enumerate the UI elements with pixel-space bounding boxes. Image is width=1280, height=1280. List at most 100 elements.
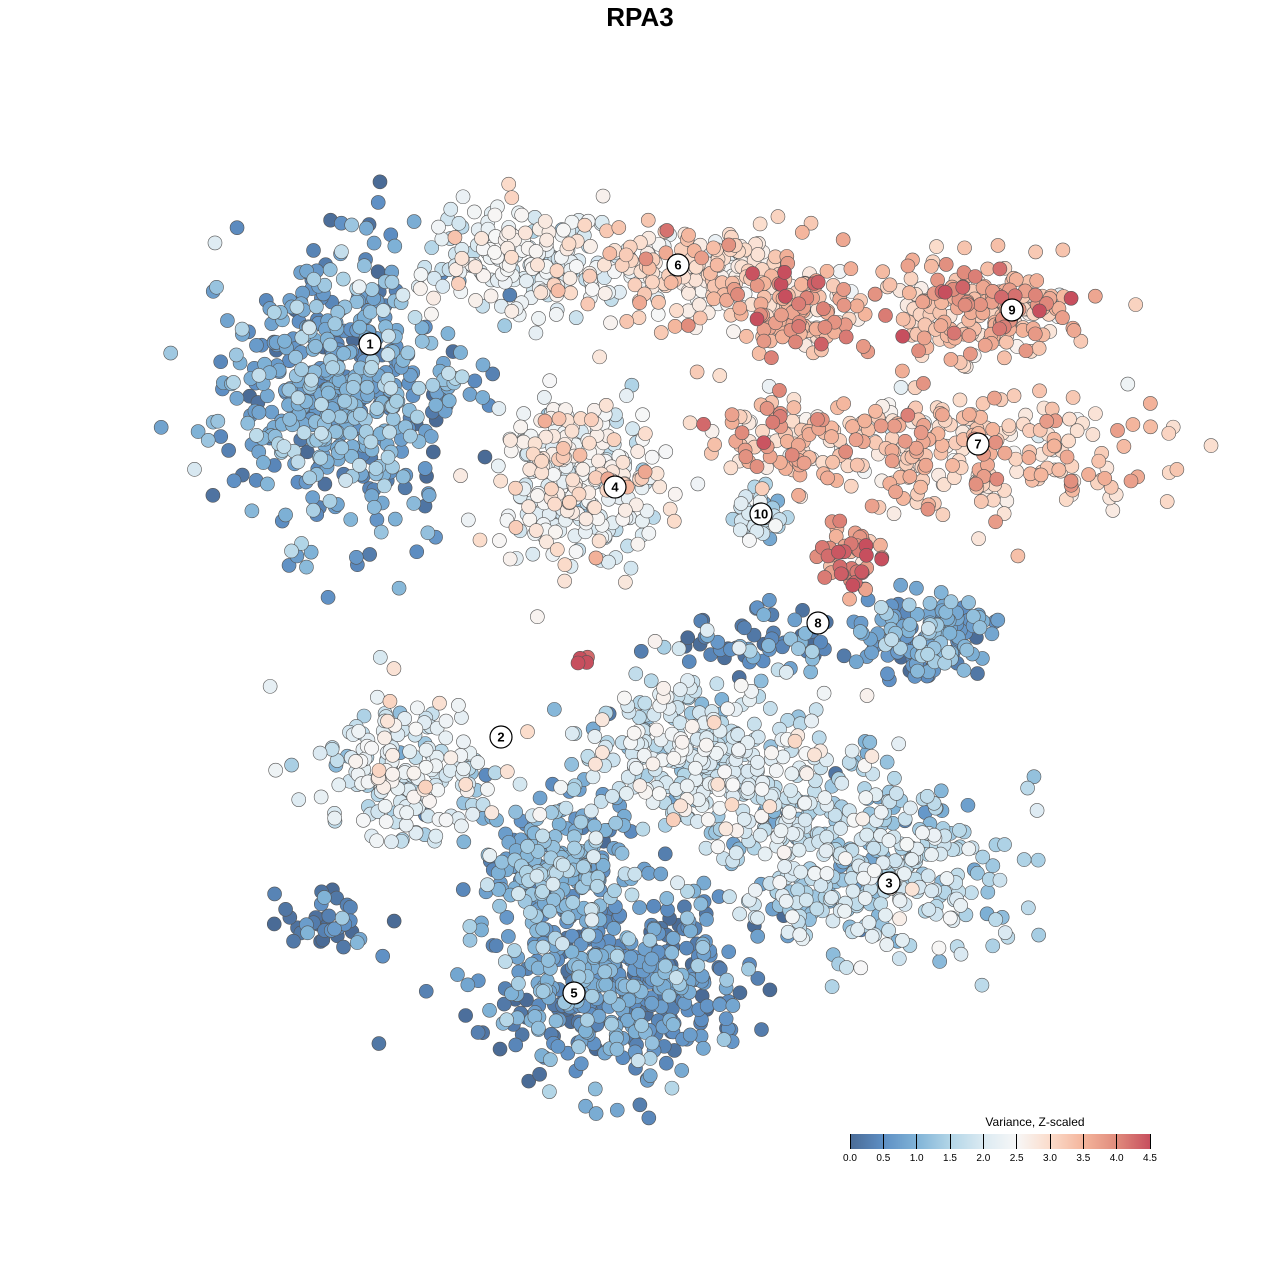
data-point [804,644,820,659]
data-point [721,944,737,960]
data-point [693,896,709,912]
data-point [539,232,555,248]
data-point [428,397,444,413]
data-point [461,512,476,528]
data-point [796,455,812,471]
cluster-label-8: 8 [806,611,830,635]
data-point [712,961,728,977]
data-point [581,435,597,451]
data-point [640,212,656,228]
data-point [762,982,778,998]
data-point [774,307,789,323]
data-point [920,788,935,804]
data-point [706,240,721,256]
data-point [578,511,594,527]
cluster-label-9: 9 [1000,298,1024,322]
data-point [299,559,314,575]
data-point [881,833,897,848]
data-point [294,536,309,551]
data-point [607,883,622,898]
data-point [836,396,851,411]
data-point [334,910,350,926]
data-point [462,932,478,948]
data-point [163,345,178,361]
data-point [595,188,611,204]
data-point [532,790,548,806]
data-point [696,875,712,891]
data-point [649,722,664,738]
data-point [487,765,503,781]
data-point [623,950,638,965]
data-point [456,761,471,777]
data-point [508,804,523,820]
data-point [573,1056,589,1071]
data-point [451,698,466,713]
data-point [945,458,960,473]
data-point [291,792,307,807]
data-point [482,1003,497,1018]
data-point [856,339,871,354]
data-point [904,852,920,867]
data-point [924,259,939,274]
data-point [502,287,518,303]
data-point [474,231,489,246]
data-point [609,1102,625,1118]
data-point [566,782,582,797]
data-point [985,422,1001,437]
data-point [1059,449,1075,465]
data-point [882,277,898,293]
data-point [659,223,675,238]
data-point [997,925,1013,940]
data-point [952,822,967,838]
data-point [674,734,690,750]
data-point [835,232,851,247]
data-point [709,676,725,692]
data-point [902,617,918,632]
data-point [385,411,401,427]
legend-tick-label: 4.5 [1143,1153,1157,1164]
data-point [531,311,546,326]
data-point [371,1036,387,1051]
data-point [399,805,415,820]
data-point [664,945,680,960]
data-point [959,642,975,658]
data-point [625,978,641,994]
legend-tick-label: 4.0 [1109,1153,1124,1164]
data-point [638,251,654,267]
data-point [425,377,441,393]
data-point [380,347,396,362]
data-point [303,544,319,560]
data-point [754,481,770,496]
data-point [909,606,925,622]
data-point [642,1051,658,1066]
data-point [406,214,422,229]
data-point [961,595,976,610]
data-point [581,927,596,943]
data-point [1143,419,1158,435]
data-point [564,928,580,944]
data-point [984,626,1000,642]
data-point [665,812,681,828]
data-point [483,288,499,304]
data-point [588,830,604,846]
data-point [864,645,879,660]
data-point [1081,467,1096,482]
data-point [1110,423,1125,438]
data-point [407,310,423,325]
legend-tick [1049,1134,1051,1149]
data-point [836,297,852,313]
cluster-label-2: 2 [489,725,513,749]
data-point [488,938,504,954]
data-point [932,954,948,969]
data-point [267,886,282,902]
data-point [387,238,403,254]
data-point [1062,411,1077,427]
data-point [737,620,752,636]
data-point [844,743,860,759]
data-point [602,246,618,261]
data-point [897,433,913,449]
cluster-label-text: 9 [1008,303,1015,318]
data-point [557,557,573,573]
data-point [1088,406,1103,421]
data-point [516,406,531,421]
